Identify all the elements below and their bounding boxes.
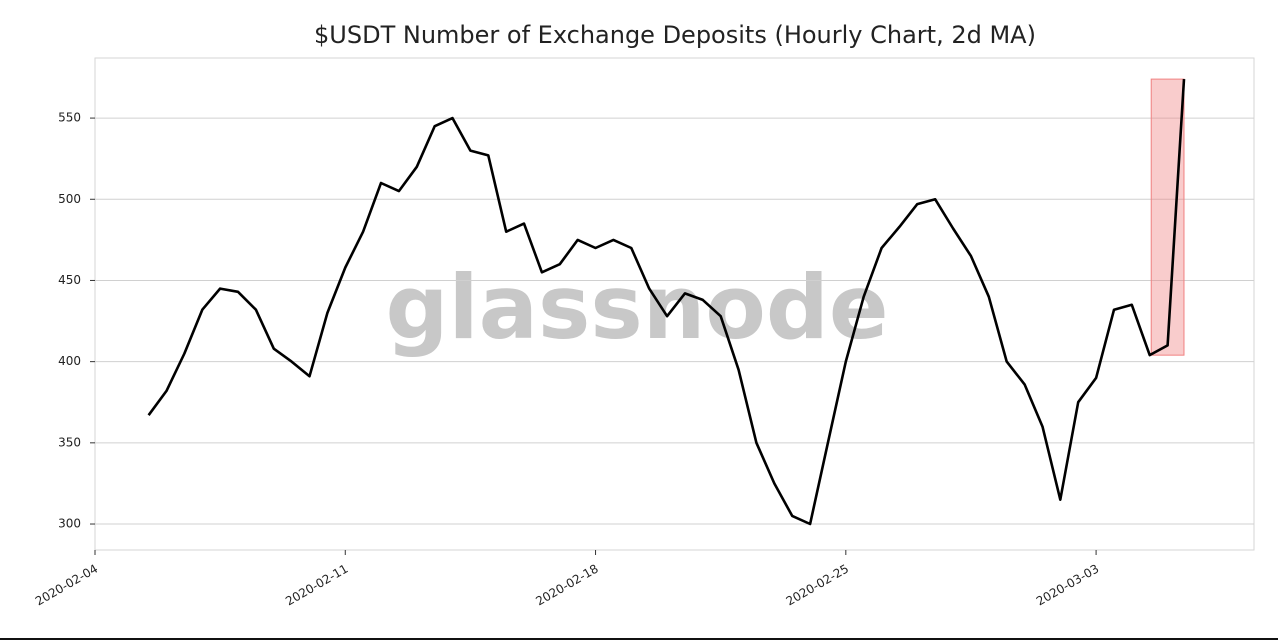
watermark: glassnode (385, 256, 888, 359)
y-tick-label: 300 (58, 517, 81, 531)
y-tick-label: 450 (58, 273, 81, 287)
x-tick-label: 2020-02-11 (283, 562, 350, 609)
y-tick-label: 350 (58, 435, 81, 449)
x-tick-label: 2020-02-25 (784, 562, 851, 609)
y-tick-label: 400 (58, 354, 81, 368)
x-tick-label: 2020-03-03 (1034, 562, 1101, 609)
y-tick-label: 500 (58, 192, 81, 206)
plot-frame (94, 57, 1255, 551)
chart-title: $USDT Number of Exchange Deposits (Hourl… (314, 21, 1036, 49)
x-tick-label: 2020-02-18 (533, 562, 600, 609)
highlight-box (1150, 78, 1185, 356)
y-tick-label: 550 (58, 111, 81, 125)
x-tick-label: 2020-02-04 (33, 562, 100, 609)
data-line (147, 79, 1186, 526)
